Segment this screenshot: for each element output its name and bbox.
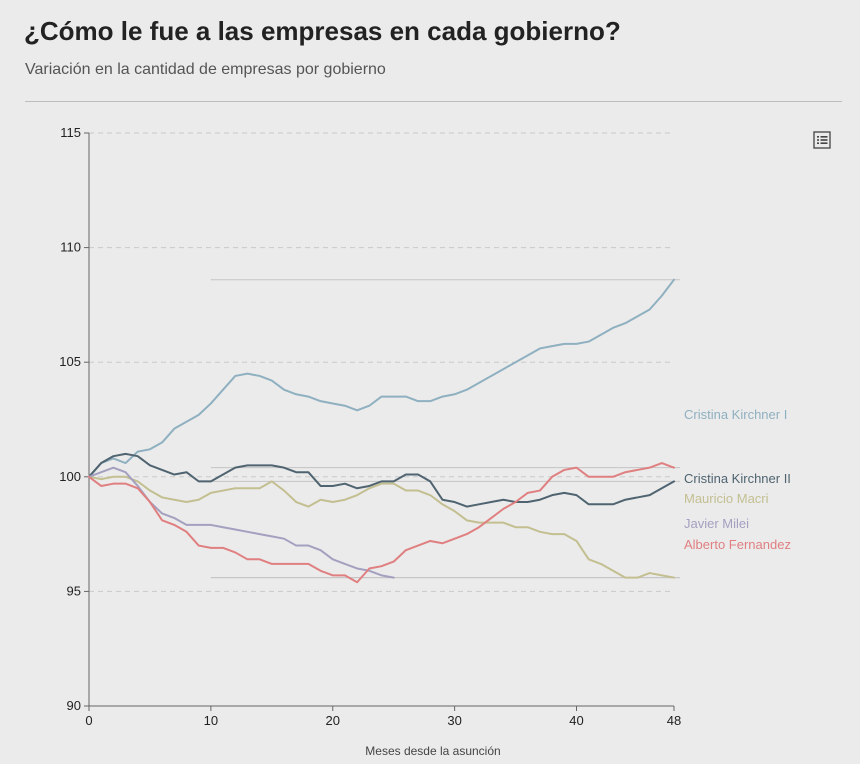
- x-tick-label: 20: [326, 713, 340, 728]
- list-icon[interactable]: [813, 131, 831, 149]
- series-lines: [88, 278, 675, 584]
- axes: 90 95 100 105 110 115 0 10 20 30 40 48: [59, 125, 681, 728]
- grid-lines: [89, 132, 680, 592]
- series-line[interactable]: [88, 466, 395, 579]
- x-tick-label: 30: [447, 713, 461, 728]
- header-divider: [25, 101, 842, 102]
- y-tick-label: 105: [59, 354, 81, 369]
- series-line[interactable]: [88, 278, 675, 478]
- series-line[interactable]: [88, 452, 675, 508]
- chart-subtitle: Variación en la cantidad de empresas por…: [25, 61, 386, 78]
- chart-title: ¿Cómo le fue a las empresas en cada gobi…: [24, 16, 621, 46]
- y-tick-label: 115: [60, 125, 81, 140]
- series-label: Cristina Kirchner II: [684, 471, 791, 486]
- series-label: Cristina Kirchner I: [684, 407, 787, 422]
- series-label: Javier Milei: [684, 516, 749, 531]
- y-tick-label: 110: [60, 240, 81, 255]
- x-axis-title: Meses desde la asunción: [365, 744, 500, 758]
- y-tick-label: 95: [67, 583, 81, 598]
- y-tick-label: 90: [67, 698, 81, 713]
- x-tick-label: 0: [85, 713, 92, 728]
- series-label: Alberto Fernandez: [684, 537, 791, 552]
- x-tick-label: 40: [569, 713, 583, 728]
- x-tick-label: 10: [204, 713, 218, 728]
- series-line[interactable]: [88, 475, 675, 579]
- y-tick-label: 100: [59, 469, 81, 484]
- x-tick-label: 48: [667, 713, 681, 728]
- series-line[interactable]: [88, 462, 675, 584]
- series-label: Mauricio Macri: [684, 491, 769, 506]
- series-labels: Cristina Kirchner I Cristina Kirchner II M…: [684, 407, 791, 552]
